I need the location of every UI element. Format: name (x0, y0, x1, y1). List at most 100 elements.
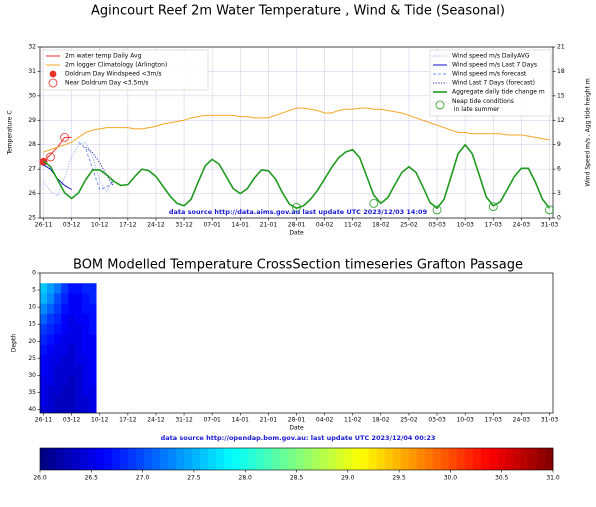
series-line (78, 141, 115, 190)
x-tick-label: 31-03 (541, 222, 559, 229)
heatmap-cell (47, 283, 55, 294)
y-tick-label: 32 (28, 44, 36, 51)
chart-title: Agincourt Reef 2m Water Temperature , Wi… (91, 4, 505, 19)
x-tick-label: 14-01 (232, 222, 250, 229)
heatmap-cell (68, 324, 76, 335)
x-axis-label: Date (289, 230, 304, 237)
y-tick-label: 27 (28, 166, 36, 173)
heatmap-cell (40, 406, 48, 413)
y2-tick-label: 12 (557, 117, 565, 124)
heatmap-cell (89, 293, 97, 305)
x-tick-label: 03-03 (428, 417, 446, 424)
x-tick-label: 21-01 (260, 222, 278, 229)
y2-tick-label: 15 (557, 92, 565, 99)
heatmap-cell (61, 375, 69, 386)
colorbar-tick-label: 31.0 (546, 475, 560, 482)
x-tick-label: 03-03 (428, 222, 446, 229)
heatmap-cell (47, 385, 55, 397)
colorbar-segment (376, 448, 385, 470)
colorbar-segment (368, 448, 377, 470)
heatmap-cell (82, 385, 90, 397)
colorbar-segment (88, 448, 97, 470)
x-tick-label: 28-01 (288, 417, 306, 424)
heatmap-cell (68, 385, 76, 397)
heatmap-cell (89, 406, 97, 413)
heatmap-cell (40, 395, 48, 407)
colorbar-tick-label: 29.5 (392, 475, 406, 482)
heatmap-cell (47, 354, 55, 366)
colorbar-segment (408, 448, 418, 470)
x-tick-label: 24-03 (513, 417, 531, 424)
y-tick-label: 35 (28, 389, 36, 396)
marker (292, 203, 301, 212)
marker (488, 202, 498, 212)
series-line (43, 143, 551, 210)
heatmap-cell (75, 324, 83, 335)
x-tick-label: 10-12 (91, 417, 109, 424)
legend-label: Near Doldrum Day <3.5m/s (65, 80, 148, 87)
heatmap-cell (89, 303, 97, 315)
heatmap-cell (82, 324, 90, 335)
colorbar-segment (168, 448, 177, 470)
colorbar-segment (416, 448, 426, 470)
x-tick-label: 10-12 (91, 222, 109, 229)
heatmap-cell (89, 313, 97, 325)
colorbar-segment (160, 448, 169, 470)
y2-tick-label: 0 (557, 215, 561, 222)
colorbar-segment (440, 448, 450, 470)
legend-label: Wind speed m/s forecast (452, 71, 527, 78)
colorbar-tick-label: 29.0 (341, 475, 355, 482)
heatmap-cell (68, 313, 76, 325)
y-tick-label: 29 (28, 117, 36, 124)
heatmap-cell (89, 283, 97, 294)
colorbar-segment (360, 448, 369, 470)
heatmap-cell (54, 375, 62, 386)
colorbar-segment (456, 448, 466, 470)
y2-tick-label: 9 (557, 141, 561, 148)
x-tick-label: 17-12 (119, 222, 137, 229)
heatmap-cell (75, 406, 83, 413)
heatmap-cell (47, 324, 55, 335)
heatmap-cell (75, 283, 83, 294)
heatmap-cell (40, 344, 48, 356)
heatmap-cell (40, 303, 48, 315)
x-tick-label: 31-12 (175, 222, 193, 229)
heatmap-cell (75, 334, 83, 346)
heatmap-cell (68, 365, 76, 376)
x-tick-label: 26-11 (35, 222, 53, 229)
marker (432, 205, 442, 215)
legend-box (42, 49, 209, 91)
heatmap-cell (54, 406, 62, 413)
legend-label: Wind Last 7 Days (forecast) (452, 80, 535, 87)
colorbar-segment (480, 448, 490, 470)
colorbar-segment (320, 448, 329, 470)
colorbar-segment (384, 448, 393, 470)
colorbar-segment (520, 448, 530, 470)
y-axis-label: Depth (11, 334, 18, 352)
heatmap-cell (89, 354, 97, 366)
x-tick-label: 07-01 (203, 417, 221, 424)
heatmap-cell (61, 283, 69, 294)
colorbar-tick-label: 26.5 (85, 475, 99, 482)
x-tick-label: 17-03 (485, 222, 503, 229)
heatmap-cell (54, 344, 62, 356)
colorbar-segment (296, 448, 305, 470)
heatmap-cell (54, 365, 62, 376)
heatmap-cell (75, 293, 83, 305)
y-tick-label: 10 (28, 304, 36, 311)
heatmap-cell (82, 283, 90, 294)
colorbar-segment (488, 448, 498, 470)
colorbar-segment (136, 448, 145, 470)
colorbar-segment (216, 448, 225, 470)
colorbar-segment (424, 448, 434, 470)
colorbar-tick-label: 27.0 (136, 475, 150, 482)
colorbar-tick-label: 27.5 (187, 475, 201, 482)
colorbar-segment (496, 448, 506, 470)
heatmap-cell (75, 354, 83, 366)
heatmap-cell (75, 313, 83, 325)
y-tick-label: 28 (28, 141, 36, 148)
heatmap-cell (40, 365, 48, 376)
heatmap-cell (82, 406, 90, 413)
colorbar-segment (56, 448, 65, 470)
